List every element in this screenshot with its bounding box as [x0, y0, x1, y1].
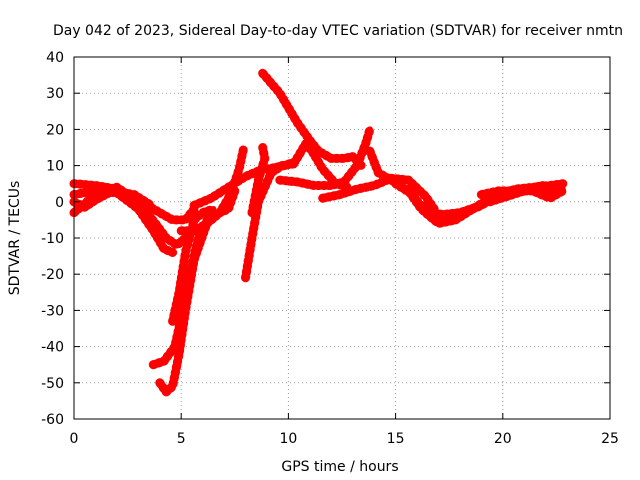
- y-tick-label: 40: [46, 50, 64, 66]
- series-markers-track-j: [215, 144, 248, 218]
- y-tick-label: -20: [41, 267, 64, 283]
- x-tick-label: 20: [494, 431, 512, 447]
- y-tick-label: -30: [41, 303, 64, 319]
- y-tick-label: -50: [41, 376, 64, 392]
- series-markers-track-o: [275, 124, 375, 190]
- y-tick-label: 20: [46, 122, 64, 138]
- x-tick-label: 25: [601, 431, 619, 447]
- series-markers-track-h: [176, 186, 240, 236]
- y-tick-label: -60: [41, 412, 64, 428]
- chart-title: Day 042 of 2023, Sidereal Day-to-day VTE…: [53, 23, 623, 39]
- x-tick-label: 15: [387, 431, 405, 447]
- grid-layer: [74, 57, 610, 419]
- tick-label-layer: 0 5 10 15 20 25 -60 -50 -40 -30 -20 -10 0 10 20 30 40: [41, 50, 619, 447]
- series-markers-track-m: [258, 68, 366, 171]
- y-tick-label: -10: [41, 231, 64, 247]
- tick-layer: [73, 56, 611, 420]
- x-axis-label: GPS time / hours: [281, 459, 398, 475]
- series-layer: [69, 68, 568, 397]
- x-tick-label: 5: [177, 431, 186, 447]
- series-markers-track-d: [69, 186, 156, 212]
- series-markers-track-g: [168, 204, 218, 326]
- y-tick-label: -40: [41, 340, 64, 356]
- series-markers-track-l: [247, 143, 270, 218]
- x-tick-label: 10: [279, 431, 297, 447]
- series-markers-track-c: [69, 186, 178, 257]
- series-markers-track-u: [485, 181, 568, 207]
- x-tick-label: 0: [70, 431, 79, 447]
- y-axis-label: SDTVAR / TECUs: [7, 181, 23, 296]
- y-tick-label: 30: [46, 86, 64, 102]
- y-tick-label: 0: [55, 195, 64, 211]
- series-markers-track-p: [318, 173, 439, 214]
- y-tick-label: 10: [46, 159, 64, 175]
